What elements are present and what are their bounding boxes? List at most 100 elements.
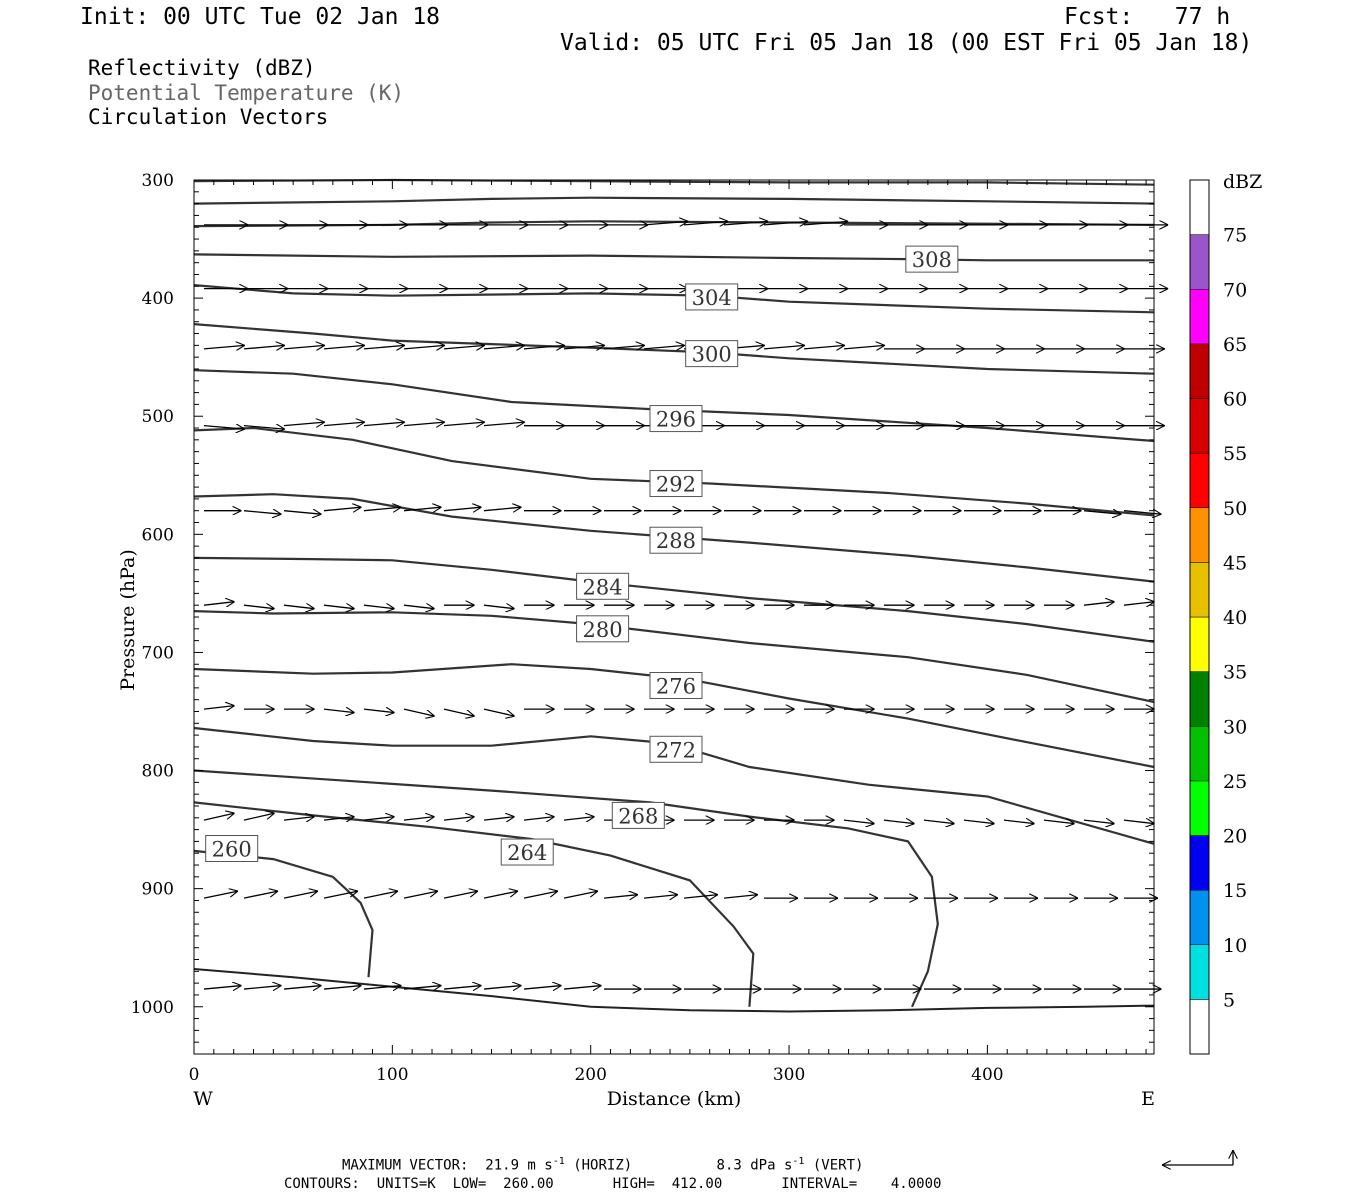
x-right-end-label: E: [1141, 1088, 1155, 1110]
circulation-vector: [803, 345, 845, 349]
circulation-vector: [323, 709, 355, 713]
circulation-vector: [243, 813, 275, 821]
circulation-vector: [843, 345, 885, 349]
colorbar-unit-label: dBZ: [1223, 171, 1262, 193]
colorbar-segment: [1189, 889, 1210, 945]
colorbar-level-label: 20: [1223, 826, 1247, 848]
circulation-vector: [283, 345, 325, 349]
forecast-hour: Fcst: 77 h: [1064, 4, 1231, 30]
circulation-vector: [203, 813, 235, 821]
colorbar-segment: [1189, 944, 1210, 1000]
circulation-vector: [323, 986, 361, 990]
colorbar-segment: [1189, 343, 1210, 399]
circulation-vector: [923, 820, 955, 824]
theta-contour-line: [193, 493, 1155, 583]
theta-contour-line: [193, 663, 1155, 769]
colorbar-segment: [1189, 726, 1210, 782]
contour-label-box: [649, 672, 703, 700]
theta-contour-line: [193, 284, 1155, 314]
contour-label-box: [649, 526, 703, 554]
colorbar-segment: [1189, 179, 1210, 235]
circulation-vector: [483, 986, 521, 990]
circulation-vector: [483, 345, 525, 349]
y-tick-label: 400: [142, 289, 174, 309]
circulation-vector: [363, 986, 401, 990]
x-tick-label: 0: [189, 1065, 200, 1085]
circulation-vector: [683, 221, 728, 225]
surface-line: [193, 968, 1155, 1013]
circulation-vector: [1123, 602, 1155, 606]
theta-contour-labels: 308 304 300 296 292 288 284 280 276 272 268 264 260: [205, 245, 959, 866]
colorbar-level-label: 70: [1223, 279, 1247, 301]
contour-label: 276: [656, 675, 696, 699]
circulation-vectors: [203, 221, 1169, 990]
max-vector-vert: 8.3 dPa s: [716, 1157, 793, 1174]
y-axis-label: Pressure (hPa): [117, 549, 139, 691]
axis-ticks: 0 100 200 300 400 300 400 500 600 700 800 900 1000: [131, 171, 1154, 1085]
exponent: -1: [792, 1156, 805, 1167]
contour-label-box: [685, 283, 739, 311]
y-tick-label: 700: [142, 643, 174, 663]
y-tick-label: 800: [142, 762, 174, 782]
circulation-vector: [243, 891, 278, 899]
colorbar-level-label: 50: [1223, 498, 1247, 520]
contour-label-box: [649, 735, 703, 763]
circulation-vector: [243, 426, 285, 430]
circulation-vector: [1003, 820, 1035, 824]
circulation-vector: [443, 422, 485, 426]
circulation-vector: [1083, 602, 1115, 606]
init-time: Init: 00 UTC Tue 02 Jan 18: [80, 4, 441, 30]
circulation-vector: [403, 345, 445, 349]
theta-contour-line: [193, 556, 1155, 643]
circulation-vector: [603, 345, 645, 349]
circulation-vector: [403, 507, 441, 511]
circulation-vector: [683, 895, 718, 899]
circulation-vector: [203, 426, 245, 430]
colorbar-level-label: 55: [1223, 443, 1247, 465]
colorbar-segment: [1189, 234, 1210, 290]
colorbar-level-label: 75: [1223, 225, 1247, 247]
circulation-vector: [363, 605, 395, 609]
theta-contour-line: [193, 253, 1154, 262]
circulation-vector: [443, 507, 481, 511]
contour-label-box: [905, 245, 959, 273]
contour-label: 268: [618, 804, 658, 828]
field-vectors: Circulation Vectors: [88, 105, 329, 129]
circulation-vector: [203, 345, 245, 349]
circulation-vector: [963, 820, 995, 824]
circulation-vector: [523, 345, 565, 349]
circulation-vector: [443, 986, 481, 990]
colorbar-segment: [1189, 780, 1210, 836]
circulation-vector: [323, 605, 355, 609]
x-tick-label: 200: [574, 1065, 606, 1085]
colorbar-level-label: 15: [1223, 880, 1247, 902]
circulation-vector: [643, 221, 688, 225]
y-tick-label: 600: [142, 525, 174, 545]
circulation-vector: [403, 891, 438, 899]
theta-contours: [193, 178, 1155, 1013]
circulation-vector: [323, 345, 365, 349]
circulation-vector: [283, 422, 325, 426]
contour-label: 260: [212, 837, 252, 861]
colorbar-level-label: 60: [1223, 389, 1247, 411]
colorbar-frame: [1189, 179, 1210, 1055]
circulation-vector: [443, 817, 475, 821]
colorbar-segment: [1189, 999, 1210, 1055]
y-tick-label: 1000: [131, 998, 174, 1018]
contour-label-box: [500, 838, 554, 866]
circulation-vector: [443, 891, 478, 899]
circulation-vector: [203, 706, 235, 710]
circulation-vector: [1083, 511, 1121, 515]
colorbar-segment: [1189, 562, 1210, 618]
colorbar-segment: [1189, 289, 1210, 345]
circulation-vector: [643, 345, 685, 349]
circulation-vector: [443, 708, 475, 716]
contour-label-box: [576, 572, 630, 600]
max-vector-horiz-tag: (HORIZ): [573, 1157, 633, 1174]
colorbar-level-label: 10: [1223, 935, 1247, 957]
circulation-vector: [243, 605, 275, 609]
circulation-vector: [323, 422, 365, 426]
circulation-vector: [723, 895, 758, 899]
circulation-vector: [403, 708, 435, 716]
